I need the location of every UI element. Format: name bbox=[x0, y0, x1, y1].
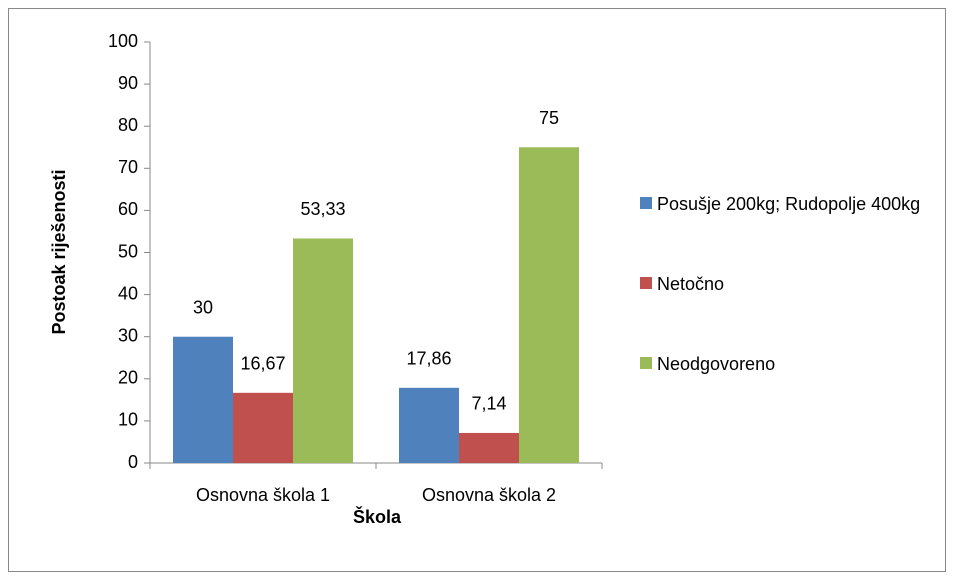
data-label: 17,86 bbox=[406, 349, 451, 369]
y-tick-label: 90 bbox=[118, 73, 138, 93]
data-label: 75 bbox=[539, 108, 559, 128]
bar bbox=[233, 392, 293, 463]
bar bbox=[399, 387, 459, 463]
y-tick-label: 30 bbox=[118, 325, 138, 345]
y-tick-label: 40 bbox=[118, 283, 138, 303]
x-tick-label: Osnovna škola 2 bbox=[422, 485, 556, 505]
bar bbox=[459, 432, 519, 463]
data-label: 7,14 bbox=[471, 394, 506, 414]
bar bbox=[293, 238, 353, 463]
legend-label: Posušje 200kg; Rudopolje 400kg bbox=[657, 194, 921, 214]
y-tick-label: 10 bbox=[118, 410, 138, 430]
y-tick-label: 70 bbox=[118, 157, 138, 177]
legend-swatch bbox=[640, 197, 652, 209]
legend-label: Neodgovoreno bbox=[657, 354, 776, 374]
bar bbox=[519, 147, 579, 463]
y-tick-label: 80 bbox=[118, 115, 138, 135]
data-label: 53,33 bbox=[300, 199, 345, 219]
data-label: 30 bbox=[193, 297, 213, 317]
y-axis-title: Postoak riješenosti bbox=[49, 169, 69, 334]
y-tick-label: 100 bbox=[108, 31, 138, 51]
chart-frame bbox=[8, 8, 946, 572]
data-label: 16,67 bbox=[240, 354, 285, 374]
y-tick-label: 60 bbox=[118, 199, 138, 219]
bar bbox=[173, 336, 233, 463]
legend-label: Netočno bbox=[657, 274, 725, 294]
y-tick-label: 50 bbox=[118, 241, 138, 261]
x-tick-label: Osnovna škola 1 bbox=[196, 485, 330, 505]
legend-swatch bbox=[640, 277, 652, 289]
y-tick-label: 20 bbox=[118, 368, 138, 388]
x-axis-title: Škola bbox=[353, 506, 402, 527]
y-tick-label: 0 bbox=[128, 452, 138, 472]
legend-swatch bbox=[640, 357, 652, 369]
